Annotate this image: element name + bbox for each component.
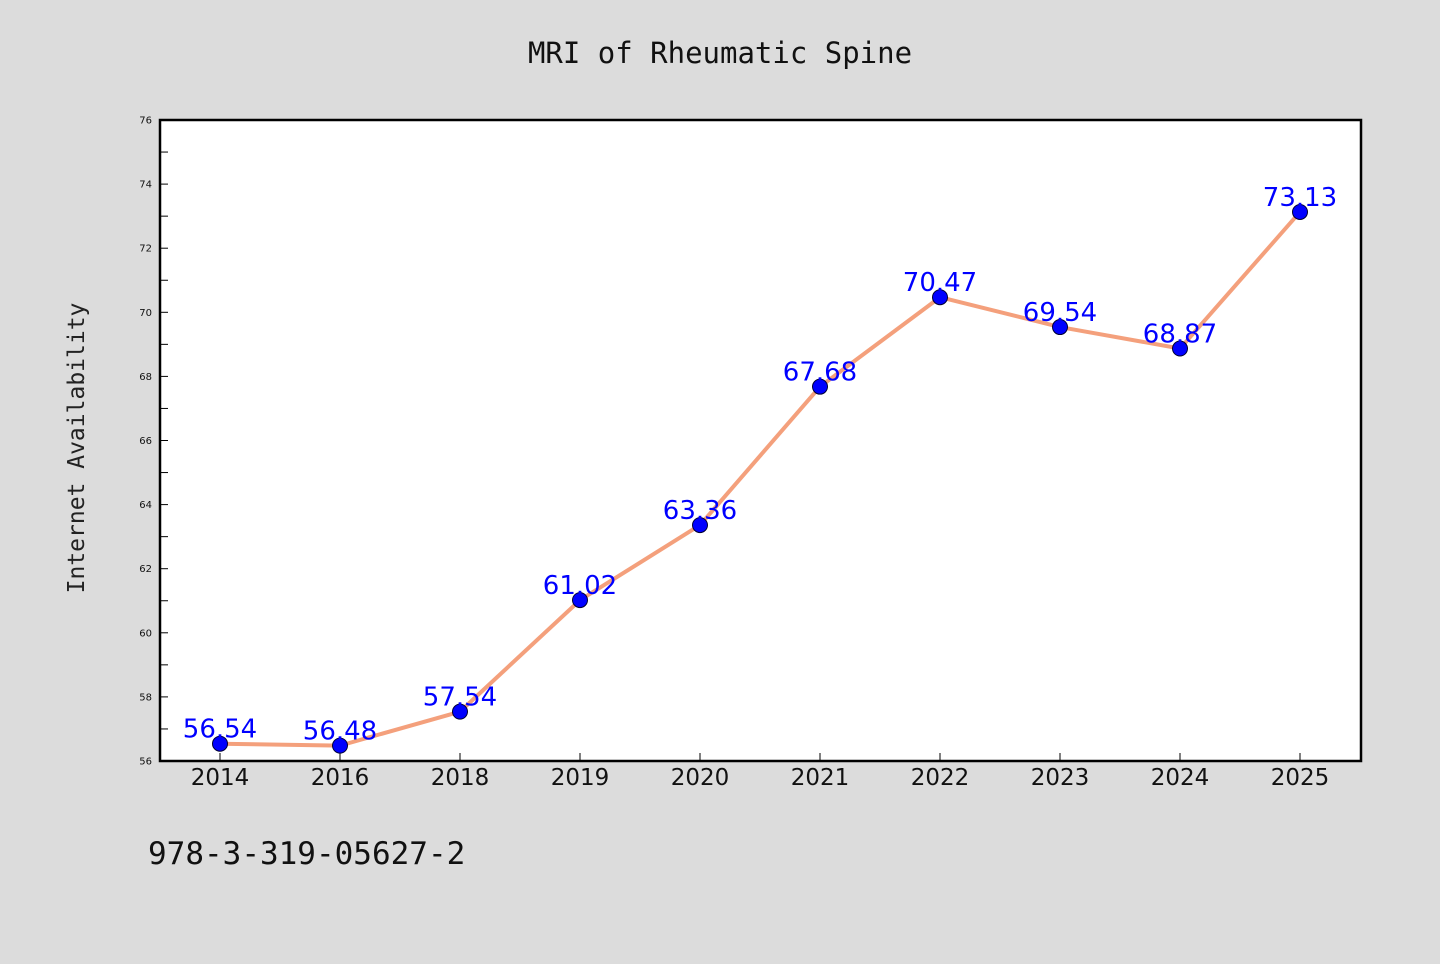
x-tick-label: 2016 xyxy=(311,765,370,791)
y-tick-label: 70 xyxy=(139,308,152,319)
data-label: 68.87 xyxy=(1143,320,1217,350)
x-tick-label: 2024 xyxy=(1151,765,1210,791)
data-point xyxy=(452,703,468,720)
data-label: 73.13 xyxy=(1263,183,1337,213)
x-tick-label: 2023 xyxy=(1031,765,1090,791)
data-label: 70.47 xyxy=(903,268,977,298)
x-tick-label: 2018 xyxy=(431,765,490,791)
data-point xyxy=(332,737,348,754)
x-tick-label: 2025 xyxy=(1271,765,1330,791)
y-tick-label: 60 xyxy=(139,628,152,639)
data-label: 61.02 xyxy=(543,571,617,601)
x-tick-label: 2019 xyxy=(551,765,610,791)
data-markers xyxy=(212,203,1308,754)
plot-area xyxy=(160,120,1361,761)
data-point xyxy=(1052,319,1068,336)
y-tick-label: 58 xyxy=(139,692,152,703)
annotation-text: 978-3-319-05627-2 xyxy=(148,836,465,872)
data-point xyxy=(212,735,228,752)
data-point xyxy=(692,517,708,534)
y-axis: 56 58 60 62 64 66 68 70 72 74 76 xyxy=(139,116,168,768)
data-label: 57.54 xyxy=(423,683,497,713)
data-label: 67.68 xyxy=(783,358,857,388)
data-label: 63.36 xyxy=(663,496,737,526)
y-tick-label: 64 xyxy=(139,500,152,511)
plot-frame xyxy=(158,118,1363,763)
y-tick-label: 76 xyxy=(139,116,152,127)
data-labels: 56.54 56.48 57.54 61.02 63.36 67.68 70.47 69.54… xyxy=(183,183,1337,747)
series-line xyxy=(218,209,1302,748)
y-tick-label: 62 xyxy=(139,564,152,575)
y-tick-label: 68 xyxy=(139,372,152,383)
x-axis: 2014 2016 2018 2019 2020 2021 2022 2023 2024 2025 xyxy=(191,753,1330,791)
y-tick-label: 66 xyxy=(139,436,152,447)
y-axis-label: Internet Availability xyxy=(64,303,90,594)
data-point xyxy=(1172,340,1188,357)
data-point xyxy=(812,378,828,395)
x-tick-label: 2020 xyxy=(671,765,730,791)
data-point xyxy=(572,592,588,609)
y-tick-label: 74 xyxy=(139,180,152,191)
y-tick-label: 56 xyxy=(139,757,152,768)
data-label: 56.48 xyxy=(303,717,377,747)
data-label: 56.54 xyxy=(183,715,257,745)
data-label: 69.54 xyxy=(1023,298,1097,328)
data-point xyxy=(1292,203,1308,220)
x-tick-label: 2021 xyxy=(791,765,850,791)
x-tick-label: 2014 xyxy=(191,765,250,791)
x-tick-label: 2022 xyxy=(911,765,970,791)
y-tick-label: 72 xyxy=(139,244,152,255)
chart-title: MRI of Rheumatic Spine xyxy=(528,36,912,70)
data-point xyxy=(932,289,948,306)
